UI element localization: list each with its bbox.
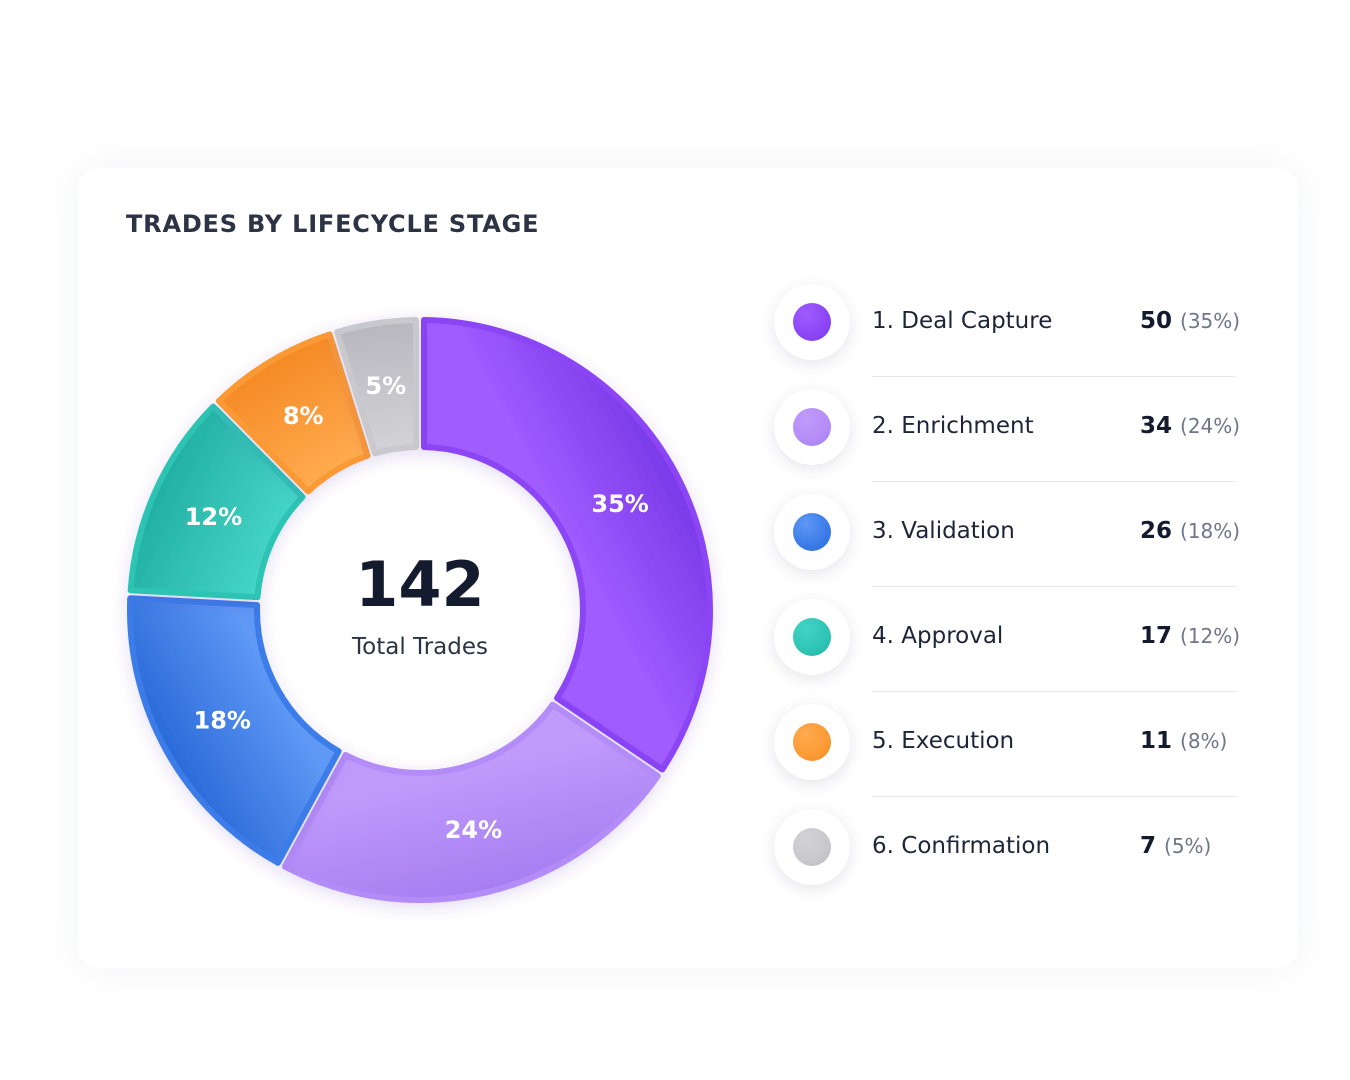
legend-count: 50 bbox=[1140, 308, 1173, 334]
chart-title: TRADES BY LIFECYCLE STAGE bbox=[126, 210, 540, 238]
color-dot-icon bbox=[793, 828, 831, 866]
legend-item-approval[interactable]: 4. Approval 17 (12%) bbox=[772, 599, 1242, 704]
color-dot-icon bbox=[793, 303, 831, 341]
legend-percent: (8%) bbox=[1180, 729, 1228, 753]
legend-label: 6. Confirmation bbox=[872, 833, 1051, 859]
legend-swatch bbox=[774, 389, 850, 465]
legend-item-validation[interactable]: 3. Validation 26 (18%) bbox=[772, 494, 1242, 599]
legend-value: 26 (18%) bbox=[1140, 518, 1240, 544]
color-dot-icon bbox=[793, 618, 831, 656]
legend-swatch bbox=[774, 704, 850, 780]
legend-divider bbox=[872, 586, 1236, 587]
legend-value: 34 (24%) bbox=[1140, 413, 1240, 439]
legend-swatch bbox=[774, 494, 850, 570]
legend-item-confirmation[interactable]: 6. Confirmation 7 (5%) bbox=[772, 809, 1242, 914]
donut-segment-validation[interactable] bbox=[127, 595, 342, 866]
segment-label-confirmation: 5% bbox=[365, 372, 406, 400]
legend-percent: (24%) bbox=[1180, 414, 1241, 438]
legend-divider bbox=[872, 481, 1236, 482]
legend-label: 1. Deal Capture bbox=[872, 308, 1053, 334]
color-dot-icon bbox=[793, 513, 831, 551]
donut-segment-execution[interactable] bbox=[215, 331, 371, 495]
donut-chart: 35% 24% 18% 12% 8% 5% bbox=[127, 317, 713, 903]
legend-swatch bbox=[774, 284, 850, 360]
legend-item-deal-capture[interactable]: 1. Deal Capture 50 (35%) bbox=[772, 284, 1242, 389]
legend-divider bbox=[872, 796, 1236, 797]
legend-swatch bbox=[774, 809, 850, 885]
donut-segment-approval[interactable] bbox=[127, 403, 306, 601]
legend-label: 4. Approval bbox=[872, 623, 1004, 649]
legend-divider bbox=[872, 691, 1236, 692]
legend-item-execution[interactable]: 5. Execution 11 (8%) bbox=[772, 704, 1242, 809]
donut-segment-deal-capture[interactable] bbox=[421, 317, 713, 773]
segment-label-execution: 8% bbox=[283, 402, 324, 430]
legend: 1. Deal Capture 50 (35%) 2. Enrichment 34… bbox=[772, 284, 1242, 914]
legend-value: 17 (12%) bbox=[1140, 623, 1240, 649]
legend-item-enrichment[interactable]: 2. Enrichment 34 (24%) bbox=[772, 389, 1242, 494]
total-trades-label: Total Trades bbox=[352, 634, 488, 660]
legend-count: 7 bbox=[1140, 833, 1157, 859]
color-dot-icon bbox=[793, 723, 831, 761]
legend-count: 26 bbox=[1140, 518, 1173, 544]
segment-label-deal-capture: 35% bbox=[591, 490, 648, 518]
legend-value: 7 (5%) bbox=[1140, 833, 1211, 859]
donut-segment-confirmation[interactable] bbox=[334, 317, 419, 457]
legend-count: 34 bbox=[1140, 413, 1173, 439]
legend-label: 5. Execution bbox=[872, 728, 1015, 754]
legend-value: 50 (35%) bbox=[1140, 308, 1240, 334]
legend-count: 17 bbox=[1140, 623, 1173, 649]
segment-label-validation: 18% bbox=[194, 706, 251, 734]
legend-divider bbox=[872, 376, 1236, 377]
legend-label: 2. Enrichment bbox=[872, 413, 1034, 439]
legend-count: 11 bbox=[1140, 728, 1173, 754]
legend-percent: (12%) bbox=[1180, 624, 1241, 648]
color-dot-icon bbox=[793, 408, 831, 446]
legend-value: 11 (8%) bbox=[1140, 728, 1227, 754]
legend-label: 3. Validation bbox=[872, 518, 1015, 544]
segment-label-approval: 12% bbox=[185, 503, 242, 531]
donut-segment-enrichment[interactable] bbox=[281, 701, 661, 903]
legend-percent: (35%) bbox=[1180, 309, 1241, 333]
segment-label-enrichment: 24% bbox=[445, 816, 502, 844]
legend-swatch bbox=[774, 599, 850, 675]
legend-percent: (18%) bbox=[1180, 519, 1241, 543]
total-trades-value: 142 bbox=[355, 548, 485, 621]
legend-percent: (5%) bbox=[1164, 834, 1212, 858]
